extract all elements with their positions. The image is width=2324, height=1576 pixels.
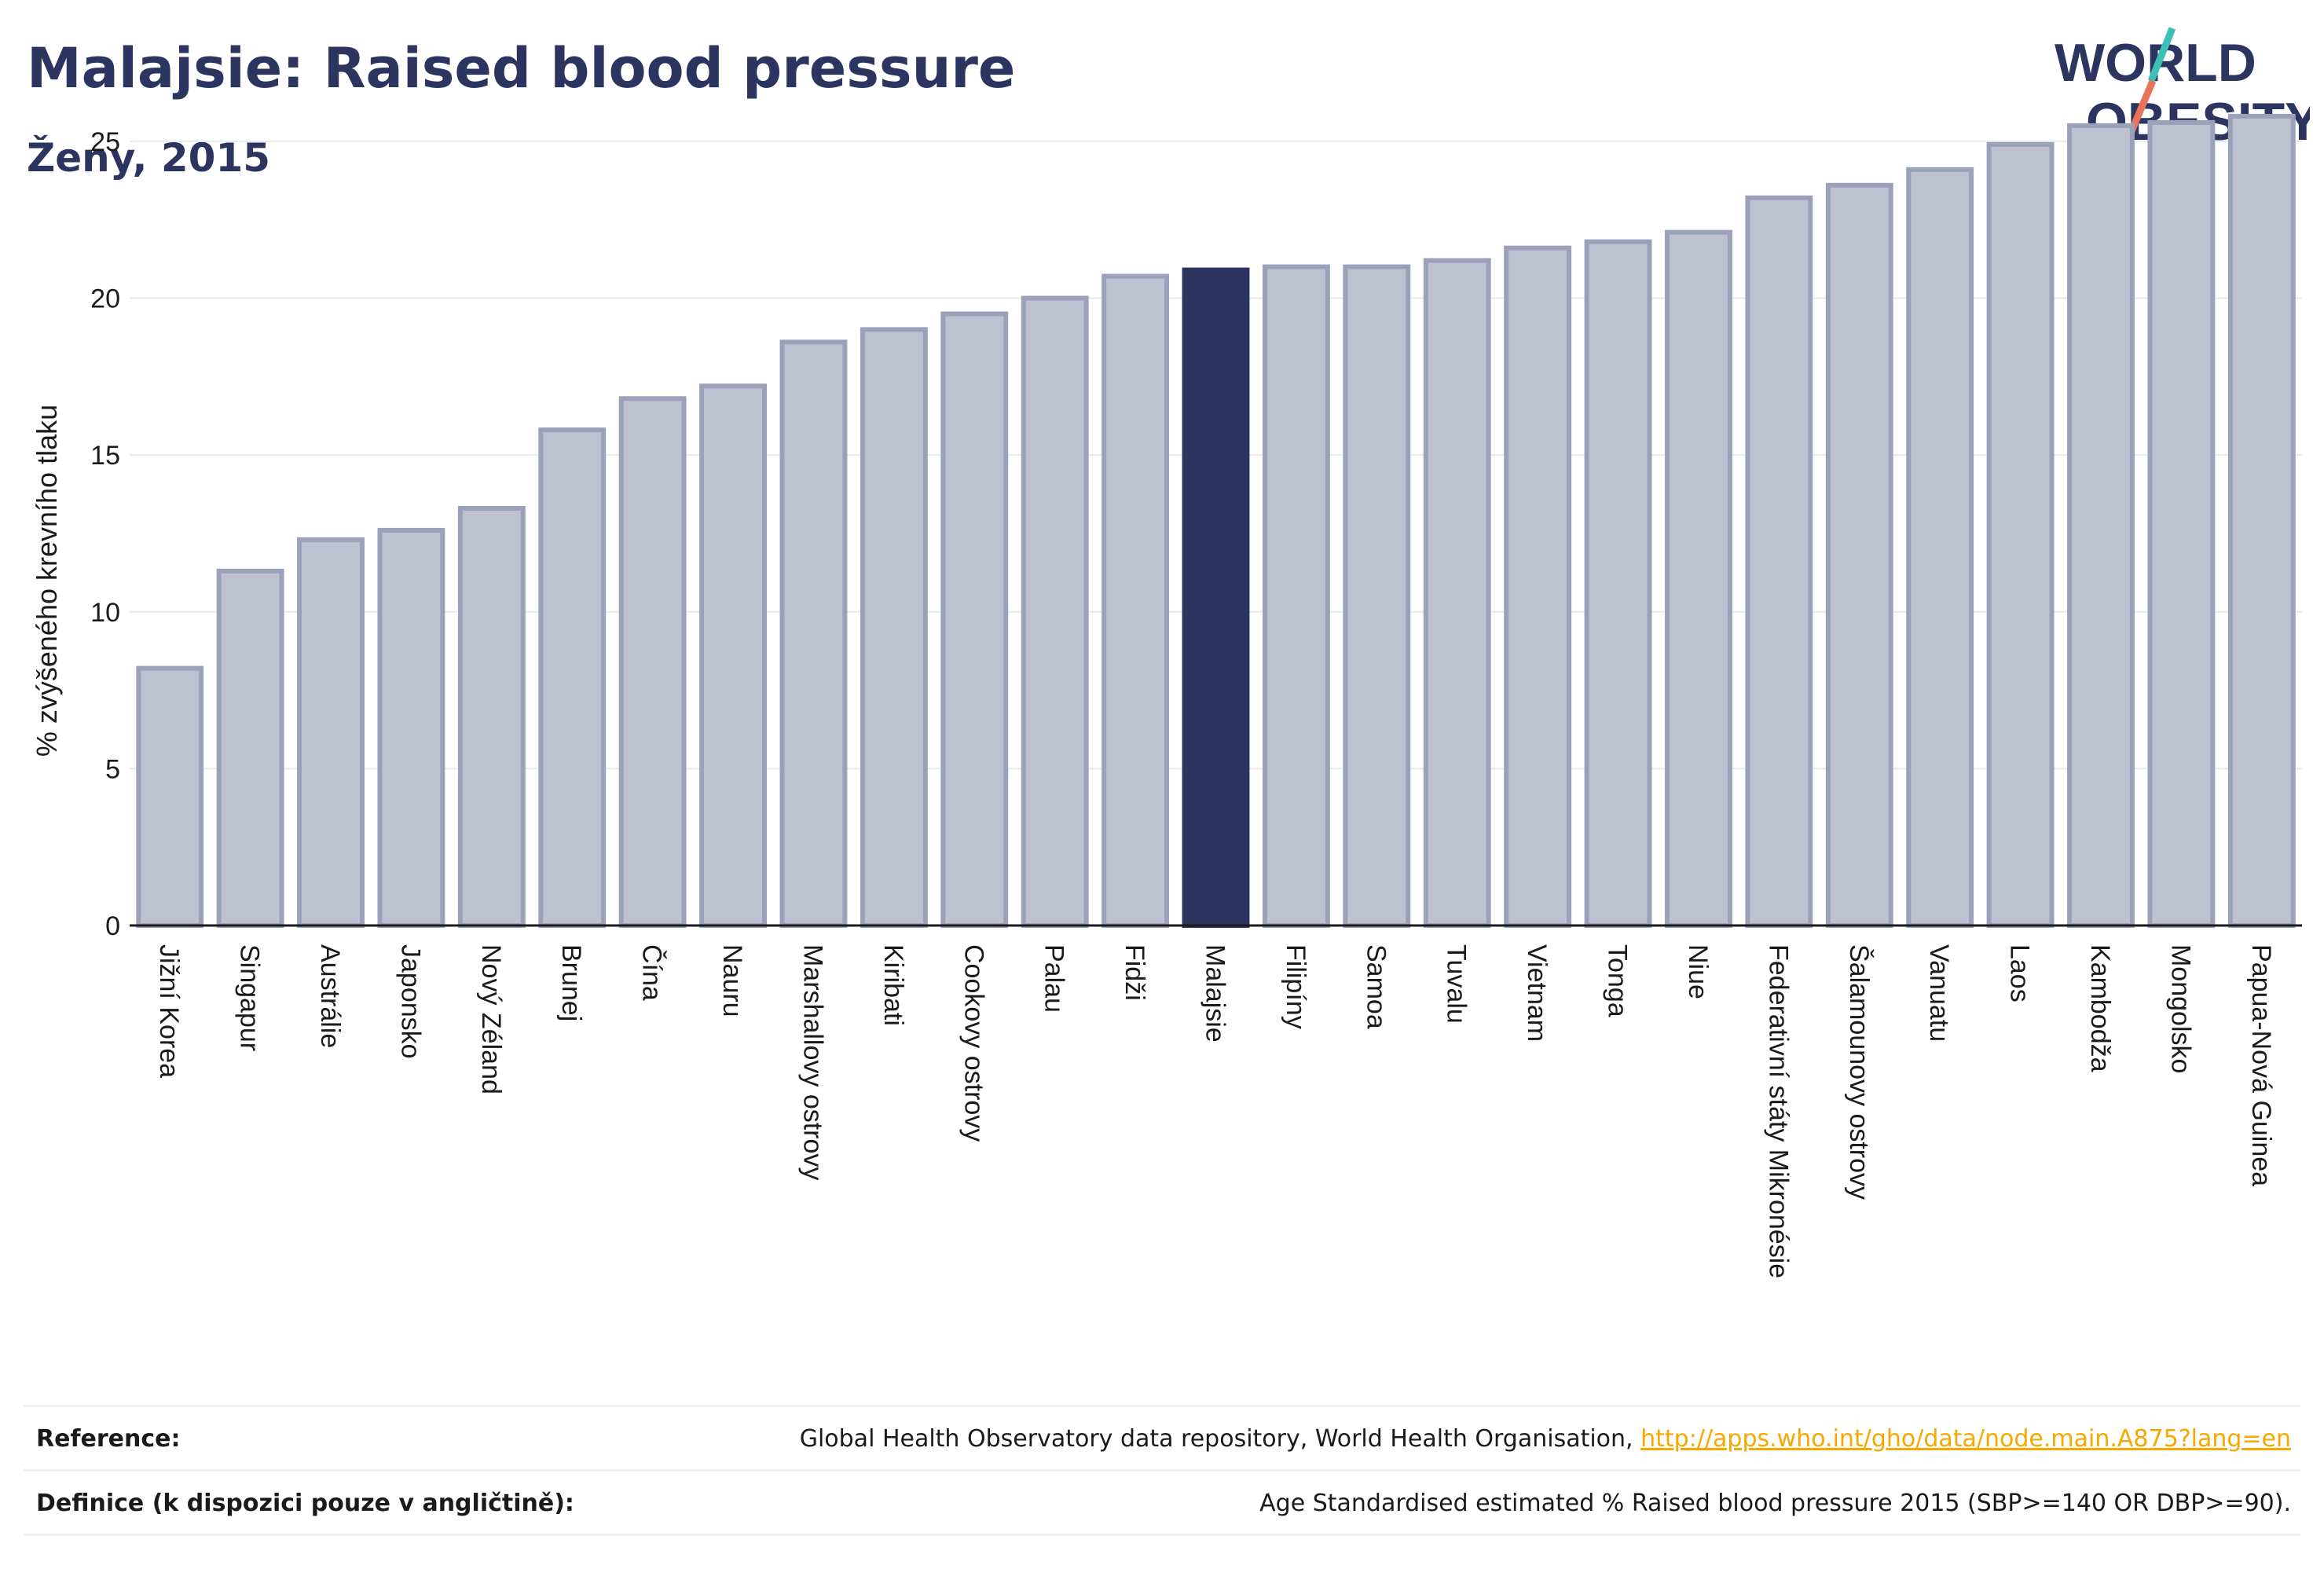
bar [699, 383, 767, 929]
x-tick-label: Vietnam [1522, 944, 1552, 1042]
x-tick-label: Tuvalu [1442, 944, 1472, 1024]
x-tick-label: Fidži [1120, 944, 1149, 1001]
y-axis-label: % zvýšeného krevního tlaku [31, 405, 63, 757]
x-tick-label: Malajsie [1200, 944, 1230, 1043]
x-tick-label: Singapur [235, 944, 265, 1051]
bar [1102, 273, 1170, 928]
bar [1825, 182, 1893, 928]
x-tick-label: Mongolsko [2165, 944, 2195, 1073]
x-tick-label: Palau [1039, 944, 1069, 1013]
bar [860, 327, 928, 928]
reference-text: Global Health Observatory data repositor… [800, 1425, 2291, 1453]
footer-divider-bottom [24, 1534, 2300, 1536]
bar [1745, 195, 1813, 929]
y-axis-ticks: 0 5 10 15 20 25 [90, 127, 120, 941]
footer-divider-top [24, 1405, 2300, 1407]
x-tick-label: Filipíny [1281, 944, 1310, 1029]
x-tick-label: Vanuatu [1924, 944, 1954, 1042]
logo-slash-top [2147, 27, 2176, 82]
bar [457, 506, 526, 928]
y-tick-label: 20 [90, 284, 120, 314]
reference-link[interactable]: http://apps.who.int/gho/data/node.main.A… [1640, 1425, 2291, 1453]
bar [216, 568, 284, 928]
x-tick-label: Samoa [1361, 944, 1391, 1029]
bar [2227, 113, 2296, 929]
bar [1021, 295, 1089, 928]
bar [377, 527, 445, 928]
y-tick-label: 25 [90, 127, 120, 157]
x-tick-label: Kiribati [878, 944, 908, 1026]
bar [1343, 264, 1411, 928]
x-tick-label: Marshallovy ostrovy [797, 944, 827, 1180]
bar [1906, 167, 1974, 929]
bar [1986, 141, 2055, 928]
x-tick-label: Šalamounovy ostrovy [1844, 944, 1874, 1200]
bar [2147, 119, 2216, 928]
x-tick-label: Tonga [1603, 944, 1633, 1017]
x-tick-label: Nový Zéland [476, 944, 506, 1094]
page-subtitle: Ženy, 2015 [27, 135, 271, 181]
x-tick-label: Japonsko [395, 944, 425, 1059]
x-tick-label: Čína [637, 944, 667, 1001]
bar [1665, 229, 1732, 929]
bar [1504, 245, 1572, 928]
bar [297, 537, 365, 928]
reference-source: Global Health Observatory data repositor… [799, 1425, 1633, 1453]
y-tick-label: 15 [90, 441, 120, 471]
bar [1584, 239, 1652, 929]
x-tick-label: Laos [2005, 944, 2035, 1002]
x-tick-label: Nauru [717, 944, 747, 1017]
x-tick-label: Austrálie [315, 944, 345, 1048]
bar [779, 339, 848, 929]
y-tick-label: 10 [90, 598, 120, 628]
definition-text: Age Standardised estimated % Raised bloo… [1259, 1490, 2291, 1517]
bar [1423, 258, 1491, 929]
x-tick-label: Kambodža [2085, 944, 2115, 1072]
x-tick-label: Papua-Nová Guinea [2246, 944, 2276, 1186]
x-tick-label: Niue [1683, 944, 1713, 999]
footer-divider-middle [24, 1469, 2300, 1472]
y-tick-label: 0 [105, 911, 120, 941]
y-tick-label: 5 [105, 754, 120, 784]
bar [618, 396, 687, 928]
bar [538, 427, 607, 928]
reference-label: Reference: [36, 1425, 181, 1453]
page-title: Malajsie: Raised blood pressure [27, 36, 1016, 101]
x-tick-label: Jižní Korea [154, 944, 184, 1078]
x-tick-label: Federativní státy Mikronésie [1763, 944, 1793, 1278]
bar [940, 311, 1009, 929]
bar-highlighted [1182, 267, 1250, 929]
x-tick-label: Cookovy ostrovy [959, 944, 988, 1142]
bar [2067, 123, 2135, 929]
bar [136, 665, 204, 929]
x-tick-label: Brunej [556, 944, 586, 1021]
bar [1262, 264, 1330, 928]
definition-label: Definice (k dispozici pouze v angličtině… [36, 1490, 574, 1517]
x-axis-ticks: Jižní Korea Singapur Austrálie Japonsko Nový… [154, 944, 2276, 1278]
bars [136, 113, 2296, 929]
